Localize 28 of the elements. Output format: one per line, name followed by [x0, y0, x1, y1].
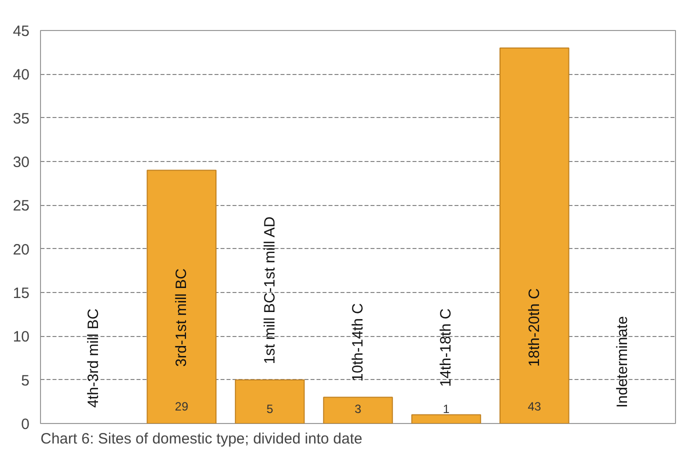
- y-tick-label: 45: [12, 23, 30, 40]
- y-tick-label: 25: [12, 198, 30, 215]
- text: Chart 6: Sites of domestic type; divided into date: [40, 430, 362, 448]
- y-tick-label: 5: [21, 372, 30, 390]
- data-label: 1: [442, 402, 450, 416]
- data-label: 3: [354, 402, 362, 416]
- x-tick-label: 1st mill BC-1st mill AD: [261, 216, 278, 364]
- bar: [146, 170, 217, 424]
- data-label: 29: [174, 399, 189, 414]
- x-tick-label: 14th-18th C: [438, 308, 455, 387]
- x-tick-label: 10th-14th C: [350, 303, 366, 382]
- data-label: 5: [266, 402, 274, 416]
- x-tick-label: Indeterminate: [614, 316, 632, 408]
- bar: [411, 414, 482, 424]
- y-tick-label: 15: [12, 285, 30, 302]
- y-tick-label: 35: [12, 110, 30, 128]
- x-tick-label: 3rd-1st mill BC: [173, 268, 190, 367]
- y-tick-label: 40: [12, 66, 30, 84]
- x-tick-label: 4th-3rd mill BC: [84, 308, 102, 408]
- bar: [499, 47, 570, 424]
- bar: [234, 379, 305, 424]
- bar: [323, 396, 393, 424]
- y-tick-label: 20: [12, 241, 30, 258]
- x-tick-label: 18th-20th C: [526, 288, 543, 367]
- y-tick-label: 30: [12, 154, 30, 171]
- data-label: 43: [528, 399, 542, 414]
- y-tick-label: 0: [21, 416, 30, 433]
- y-tick-label: 10: [12, 328, 30, 346]
